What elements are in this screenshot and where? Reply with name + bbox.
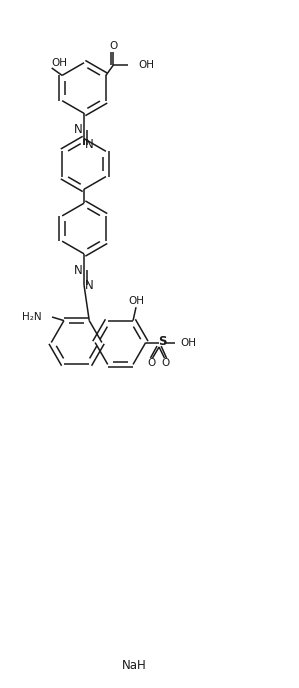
Text: N: N bbox=[85, 279, 94, 292]
Text: O: O bbox=[147, 358, 155, 368]
Text: S: S bbox=[158, 336, 166, 348]
Text: O: O bbox=[161, 358, 170, 368]
Text: N: N bbox=[74, 123, 83, 136]
Text: OH: OH bbox=[138, 60, 154, 70]
Text: O: O bbox=[109, 41, 118, 51]
Text: OH: OH bbox=[128, 297, 144, 306]
Text: N: N bbox=[74, 264, 83, 277]
Text: H₂N: H₂N bbox=[22, 312, 42, 322]
Text: OH: OH bbox=[181, 338, 196, 347]
Text: OH: OH bbox=[52, 58, 68, 68]
Text: N: N bbox=[85, 138, 94, 151]
Text: NaH: NaH bbox=[122, 659, 147, 672]
